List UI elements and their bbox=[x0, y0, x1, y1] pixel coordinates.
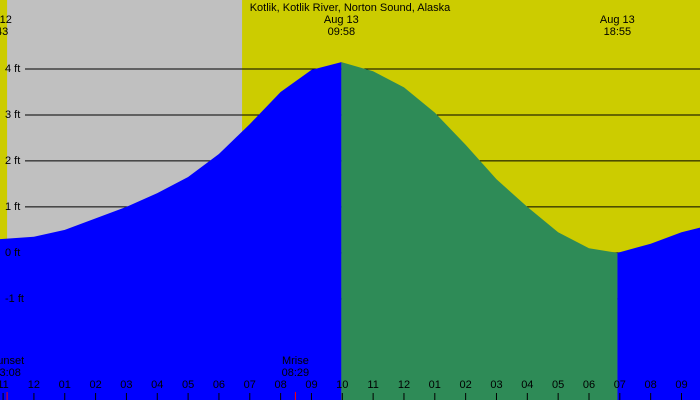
astro-event-time: 23:08 bbox=[0, 367, 21, 379]
y-tick-label: 1 ft bbox=[5, 201, 20, 213]
y-tick-label: 0 ft bbox=[5, 247, 20, 259]
astro-event-time: 08:29 bbox=[282, 367, 310, 379]
y-tick-label: 4 ft bbox=[5, 63, 20, 75]
x-tick-label: 08 bbox=[274, 379, 286, 391]
x-tick-label: 06 bbox=[213, 379, 225, 391]
x-tick-label: 02 bbox=[460, 379, 472, 391]
tide-event-date: Aug 12 bbox=[0, 14, 12, 26]
x-tick-label: 04 bbox=[151, 379, 163, 391]
tide-area bbox=[341, 62, 618, 400]
x-tick-label: 12 bbox=[28, 379, 40, 391]
x-tick-label: 05 bbox=[552, 379, 564, 391]
x-tick-label: 03 bbox=[490, 379, 502, 391]
tide-event-time: 22:43 bbox=[0, 26, 8, 38]
x-tick-label: 04 bbox=[521, 379, 533, 391]
x-tick-label: 12 bbox=[398, 379, 410, 391]
tide-event-time: 09:58 bbox=[328, 26, 356, 38]
y-tick-label: 2 ft bbox=[5, 155, 20, 167]
y-tick-label: 3 ft bbox=[5, 109, 20, 121]
tide-event-date: Aug 13 bbox=[324, 14, 359, 26]
x-tick-label: 07 bbox=[244, 379, 256, 391]
tide-event-time: 18:55 bbox=[604, 26, 632, 38]
x-tick-label: 11 bbox=[367, 379, 378, 391]
astro-event-label: Mrise bbox=[282, 355, 309, 367]
x-tick-label: 06 bbox=[583, 379, 595, 391]
tide-area bbox=[617, 227, 700, 400]
x-tick-label: 01 bbox=[429, 379, 441, 391]
y-tick-label: -1 ft bbox=[5, 293, 24, 305]
astro-event-label: Sunset bbox=[0, 355, 24, 367]
x-tick-label: 09 bbox=[305, 379, 317, 391]
x-tick-label: 07 bbox=[614, 379, 626, 391]
x-tick-label: 09 bbox=[675, 379, 687, 391]
tide-event-date: Aug 13 bbox=[600, 14, 635, 26]
x-tick-label: 11 bbox=[0, 379, 9, 391]
x-tick-label: 01 bbox=[59, 379, 71, 391]
x-tick-label: 02 bbox=[89, 379, 101, 391]
x-tick-label: 10 bbox=[336, 379, 348, 391]
tide-area bbox=[0, 62, 342, 400]
x-tick-label: 03 bbox=[120, 379, 132, 391]
chart-title: Kotlik, Kotlik River, Norton Sound, Alas… bbox=[250, 2, 451, 14]
x-tick-label: 05 bbox=[182, 379, 194, 391]
x-tick-label: 08 bbox=[645, 379, 657, 391]
